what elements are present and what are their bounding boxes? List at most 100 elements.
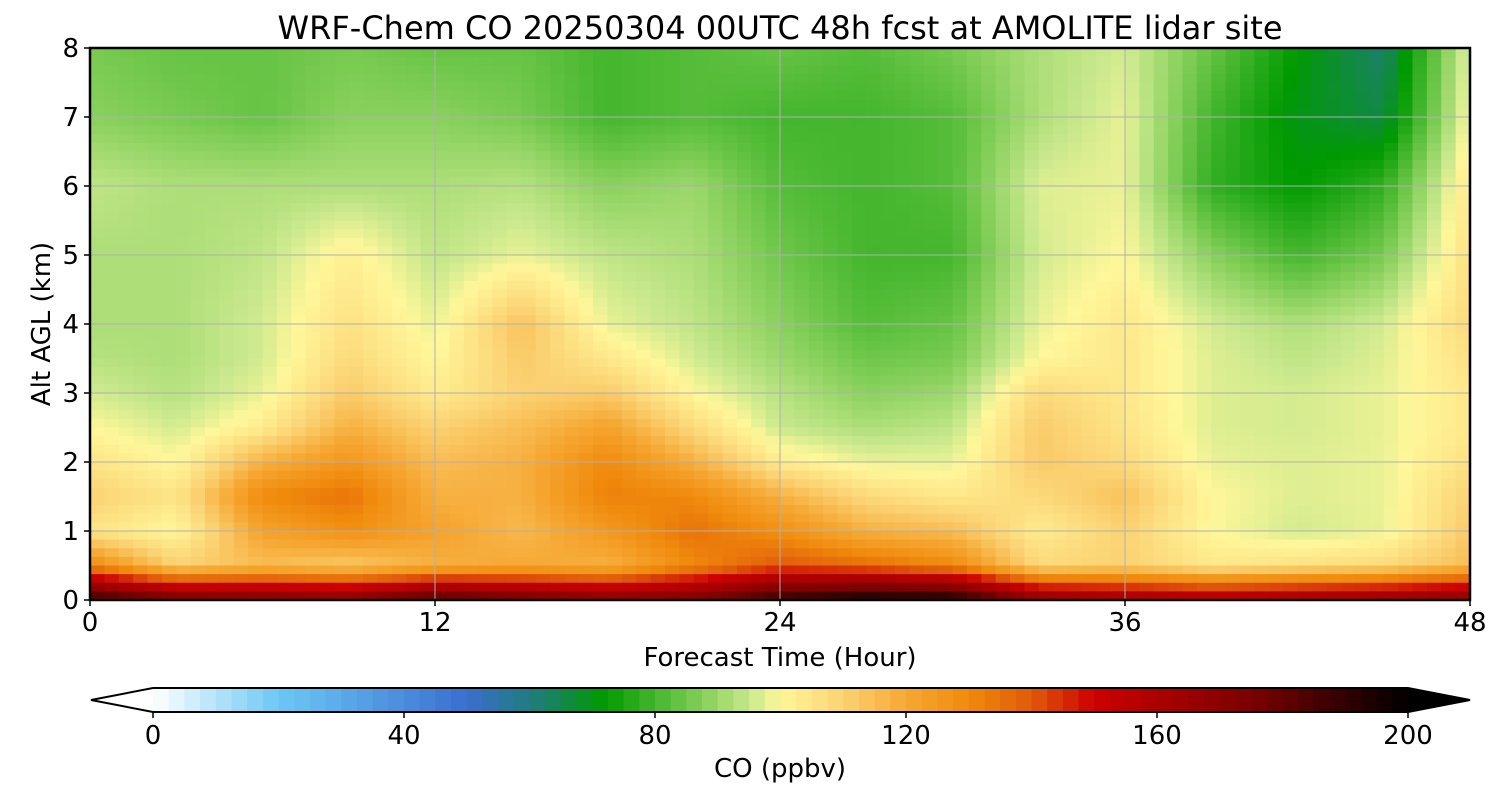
heatmap-cell [205, 263, 220, 273]
heatmap-cell [1010, 393, 1025, 403]
heatmap-cell [693, 462, 709, 472]
heatmap-cell [1268, 427, 1284, 437]
heatmap-cell [1196, 108, 1212, 118]
heatmap-cell [1038, 117, 1054, 127]
heatmap-cell [895, 229, 910, 239]
heatmap-cell [420, 298, 436, 308]
heatmap-cell [161, 289, 177, 299]
heatmap-cell [1211, 229, 1227, 239]
heatmap-cell [276, 82, 292, 92]
heatmap-cell [1168, 48, 1184, 58]
heatmap-cell [291, 315, 307, 325]
heatmap-cell [1067, 220, 1083, 230]
heatmap-cell [1211, 117, 1227, 127]
heatmap-cell [1110, 203, 1126, 213]
heatmap-cell [607, 444, 623, 454]
heatmap-cell [880, 315, 896, 325]
heatmap-cell [794, 384, 810, 394]
heatmap-cell [1426, 99, 1442, 109]
heatmap-cell [535, 427, 551, 437]
heatmap-cell [248, 151, 264, 161]
heatmap-cell [722, 263, 738, 273]
heatmap-cell [1455, 401, 1470, 411]
heatmap-cell [765, 306, 781, 316]
heatmap-cell [205, 418, 220, 429]
heatmap-cell [190, 91, 206, 101]
heatmap-cell [90, 436, 105, 446]
heatmap-cell [1311, 99, 1327, 109]
heatmap-cell [133, 134, 149, 144]
heatmap-cell [650, 73, 666, 84]
heatmap-cell [837, 151, 853, 161]
heatmap-cell [233, 177, 249, 187]
heatmap-cell [1081, 298, 1097, 308]
heatmap-cell [506, 203, 522, 213]
heatmap-cell [736, 177, 752, 187]
heatmap-cell [909, 255, 925, 265]
heatmap-cell [866, 160, 882, 170]
heatmap-cell [133, 393, 149, 403]
heatmap-cell [147, 237, 163, 247]
heatmap-cell [1153, 272, 1169, 282]
heatmap-cell [665, 142, 680, 153]
heatmap-cell [621, 237, 637, 247]
heatmap-cell [966, 134, 982, 144]
heatmap-cell [722, 401, 738, 411]
heatmap-cell [995, 99, 1011, 109]
heatmap-cell [995, 280, 1011, 291]
heatmap-cell [262, 341, 278, 351]
heatmap-cell [1211, 220, 1227, 230]
heatmap-cell [377, 349, 393, 360]
heatmap-cell [837, 298, 853, 308]
heatmap-cell [578, 151, 594, 161]
heatmap-cell [981, 194, 997, 204]
heatmap-cell [952, 306, 968, 316]
heatmap-cell [305, 211, 321, 222]
heatmap-cell [305, 229, 321, 239]
heatmap-cell [161, 427, 177, 437]
heatmap-cell [895, 73, 910, 84]
heatmap-cell [1038, 324, 1054, 334]
heatmap-cell [722, 108, 738, 118]
heatmap-cell [1355, 246, 1370, 256]
heatmap-cell [1455, 73, 1470, 84]
heatmap-cell [506, 462, 522, 472]
heatmap-cell [291, 160, 307, 170]
heatmap-cell [751, 453, 767, 463]
heatmap-cell [722, 436, 738, 446]
heatmap-cell [938, 306, 954, 316]
heatmap-cell [1412, 56, 1428, 66]
heatmap-cell [593, 117, 609, 127]
heatmap-cell [823, 263, 839, 273]
heatmap-cell [478, 237, 494, 247]
heatmap-cell [147, 99, 163, 109]
heatmap-cell [521, 142, 537, 153]
heatmap-cell [363, 211, 379, 222]
heatmap-cell [104, 324, 120, 334]
heatmap-cell [1125, 65, 1140, 75]
heatmap-cell [851, 272, 867, 282]
heatmap-cell [1254, 401, 1270, 411]
heatmap-cell [578, 56, 594, 66]
heatmap-cell [952, 91, 968, 101]
heatmap-cell [593, 375, 609, 385]
heatmap-cell [851, 151, 867, 161]
heatmap-cell [305, 125, 321, 135]
heatmap-cell [1110, 280, 1126, 291]
heatmap-cell [363, 418, 379, 429]
heatmap-cell [248, 108, 264, 118]
heatmap-cell [1053, 65, 1069, 75]
heatmap-cell [363, 246, 379, 256]
heatmap-cell [1225, 306, 1241, 316]
heatmap-cell [1311, 211, 1327, 222]
heatmap-cell [377, 418, 393, 429]
heatmap-cell [981, 255, 997, 265]
heatmap-cell [190, 367, 206, 377]
heatmap-cell [1383, 462, 1399, 472]
heatmap-cell [176, 272, 192, 282]
heatmap-cell [808, 384, 824, 394]
heatmap-cell [90, 73, 105, 84]
heatmap-cell [190, 341, 206, 351]
heatmap-cell [564, 418, 580, 429]
heatmap-cell [248, 73, 264, 84]
